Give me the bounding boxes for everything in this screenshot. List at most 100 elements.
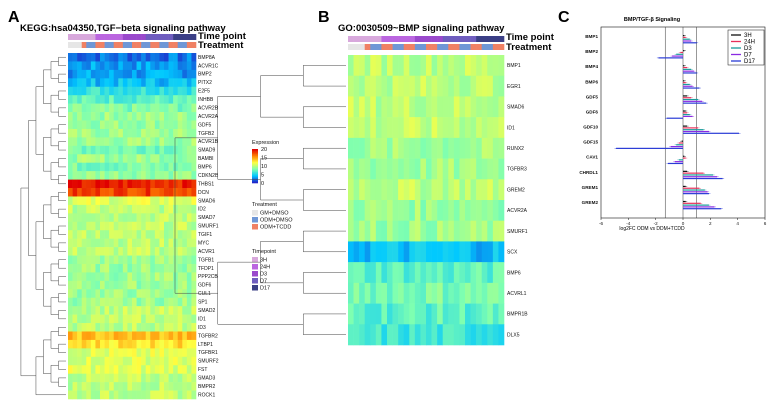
heatmap-cell [348,179,354,201]
heatmap-cell [182,323,188,332]
heatmap-cell [191,348,197,358]
timepoint-cell [104,34,110,40]
gene-label: MYC [198,240,210,246]
heatmap-cell [141,179,147,189]
heatmap-cell [127,171,133,180]
heatmap-cell [132,365,137,374]
heatmap-cell [109,171,115,180]
heatmap-cell [104,128,110,138]
heatmap-cell [81,373,87,383]
heatmap-cell [113,263,119,273]
heatmap-cell [164,255,169,265]
heatmap-cell [173,297,179,307]
heatmap-cell [392,55,399,77]
heatmap-cell [465,117,471,139]
gene-label: BMP8A [198,55,216,61]
heatmap-cell [481,117,488,139]
heatmap-cell [498,303,505,325]
heatmap-cell [154,230,160,239]
heatmap-cell [68,86,73,96]
treatment-legend-label: ODM+DMSO [260,218,293,224]
colorbar-step [252,152,258,154]
heatmap-cell [164,137,169,147]
heatmap-cell [442,200,449,222]
heatmap-cell [442,282,449,304]
heatmap-cell [109,238,115,248]
gene-label: SMURF1 [198,224,219,230]
timepoint-cell [191,34,197,40]
colorbar-step [252,171,258,173]
gene-label: E2F5 [198,89,210,95]
heatmap-cell [95,103,101,113]
heatmap-cell [81,230,87,239]
heatmap-cell [127,382,133,391]
heatmap-cell [159,331,165,341]
dendrogram-branch [58,175,67,185]
heatmap-cell [104,323,110,332]
heatmap-cell [90,53,96,62]
heatmap-cell [136,238,142,248]
heatmap-cell [109,247,115,256]
heatmap-cell [459,200,466,222]
heatmap-cell [470,179,477,201]
heatmap-cell [109,128,115,138]
heatmap-cell [132,86,137,96]
treatment-cell [191,42,197,48]
heatmap-cell [164,306,169,315]
dendrogram-branch [58,276,67,286]
heatmap-cell [100,179,105,189]
panel-c-letter: C [558,9,570,26]
bar [683,70,694,72]
heatmap-cell [387,262,393,284]
category-label: BMP1 [585,34,598,39]
heatmap-cell [381,282,388,304]
heatmap-cell [118,204,124,214]
heatmap-cell [68,348,73,358]
heatmap-cell [145,128,151,138]
heatmap-cell [122,162,128,172]
heatmap-cell [77,128,83,138]
heatmap-cell [68,128,73,138]
heatmap-cell [81,112,87,121]
heatmap-cell [81,162,87,172]
heatmap-cell [437,179,444,201]
heatmap-cell [191,221,197,231]
heatmap-cell [127,297,133,307]
heatmap-cell [90,365,96,374]
heatmap-cell [104,365,110,374]
heatmap-cell [381,324,388,346]
heatmap-cell [164,188,169,197]
heatmap-cell [426,55,432,77]
heatmap-cell [498,200,505,222]
colorbar-step [252,163,258,165]
heatmap-cell [168,154,174,164]
heatmap-cell [154,238,160,248]
heatmap-cell [100,297,105,307]
heatmap-cell [141,188,147,197]
heatmap-cell [420,55,427,77]
heatmap-cell [90,61,96,71]
heatmap-cell [77,314,83,324]
heatmap-cell [164,280,169,290]
heatmap-cell [90,204,96,214]
heatmap-cell [186,112,192,121]
heatmap-cell [77,238,83,248]
heatmap-cell [77,323,83,332]
heatmap-cell [118,171,124,180]
gene-label: ID1 [198,316,206,322]
heatmap-cell [109,297,115,307]
heatmap-cell [132,297,137,307]
heatmap-cell [177,263,183,273]
heatmap-cell [498,96,505,118]
heatmap-cell [122,86,128,96]
heatmap-cell [481,303,488,325]
heatmap-cell [86,230,92,239]
heatmap-cell [104,221,110,231]
bar [683,97,692,99]
heatmap-cell [122,221,128,231]
heatmap-cell [127,373,133,383]
heatmap-cell [426,303,432,325]
heatmap-cell [95,255,101,265]
timepoint-cell [465,36,471,42]
timepoint-cell [409,36,416,42]
